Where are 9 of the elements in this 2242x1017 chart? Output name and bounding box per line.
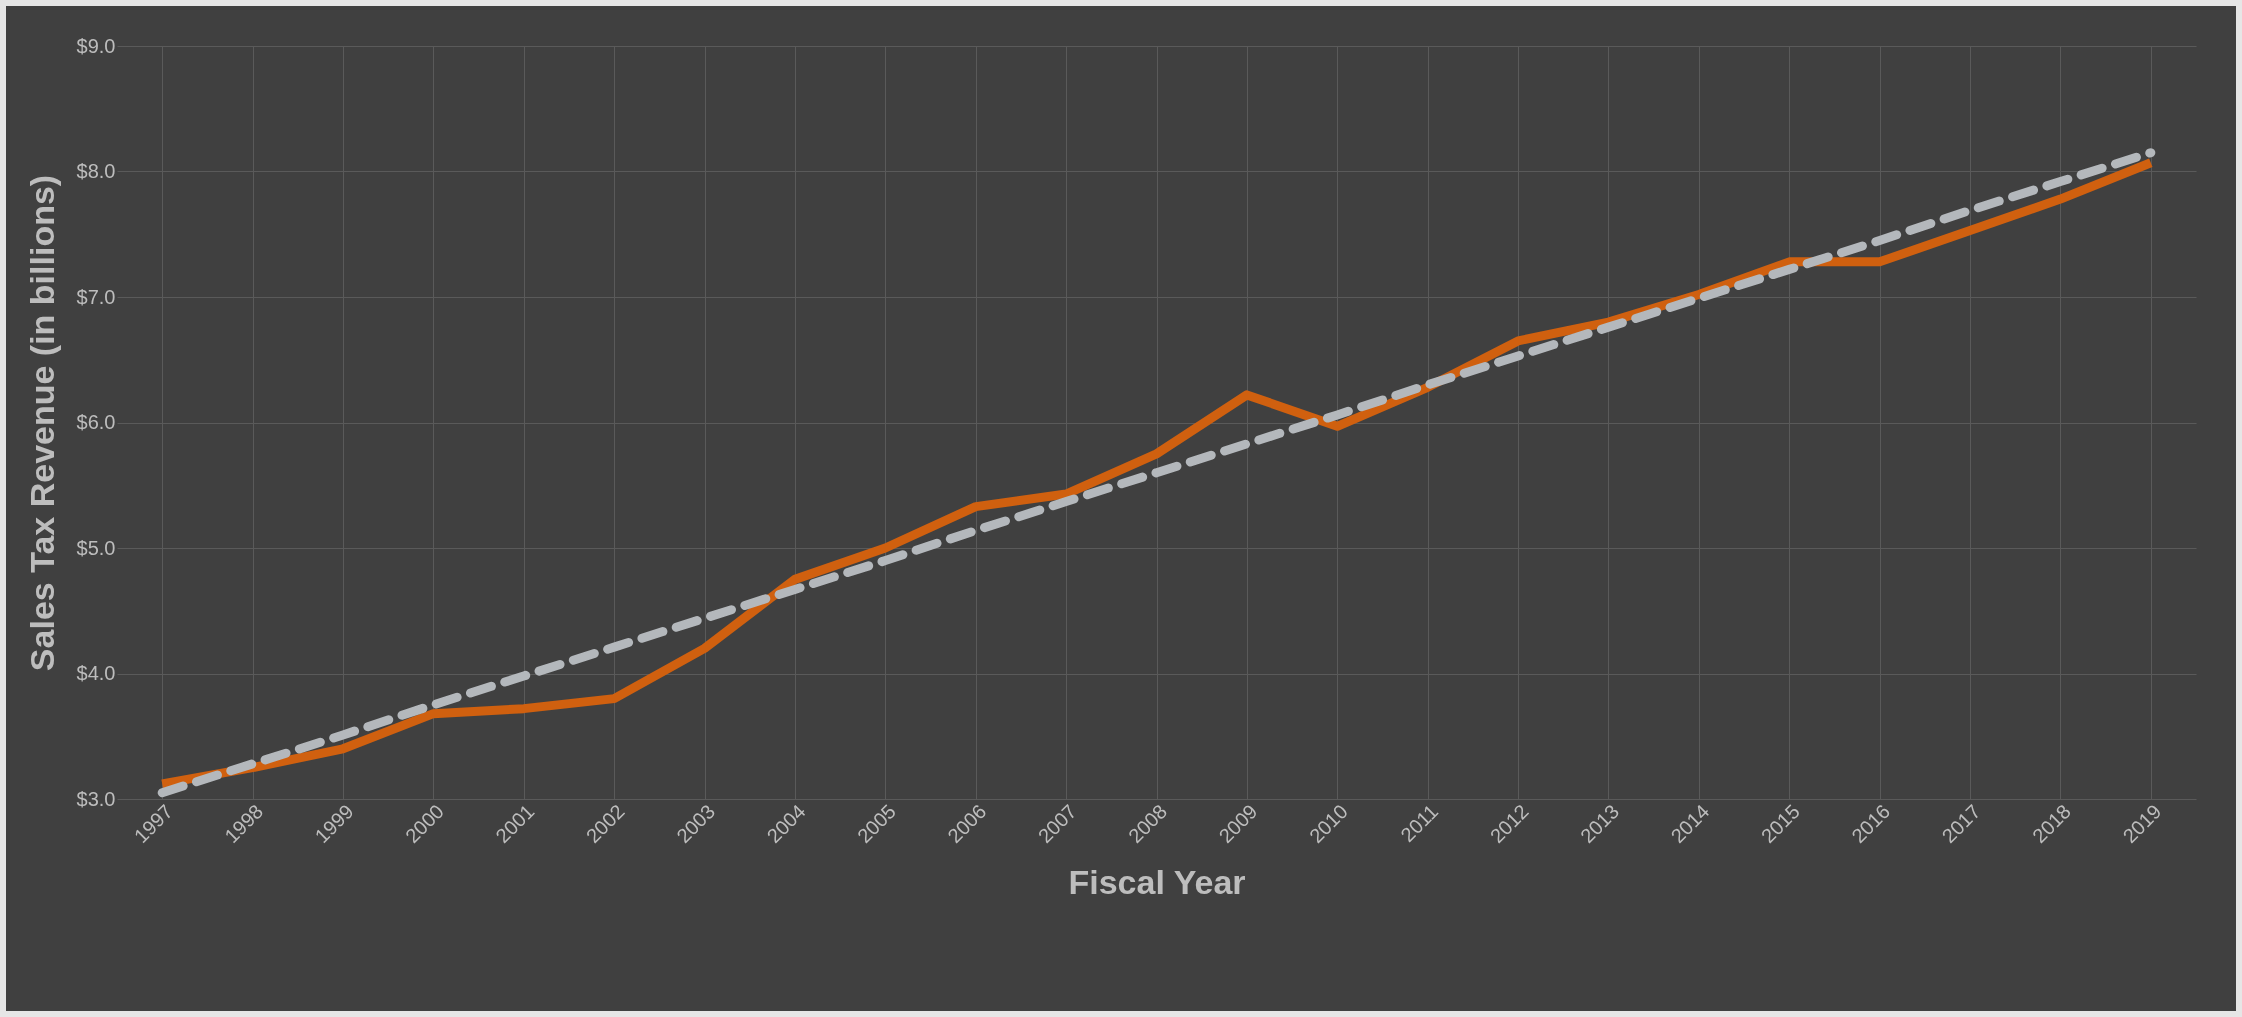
y-axis-title: Sales Tax Revenue (in billions) [22,174,61,672]
y-tick-label: $6.0 [76,411,116,433]
y-tick-label: $9.0 [76,34,116,57]
y-tick-label: $7.0 [76,285,116,308]
y-tick-label: $4.0 [76,662,116,684]
y-tick-label: $3.0 [76,787,116,810]
y-tick-label: $8.0 [76,160,116,182]
y-tick-label: $5.0 [76,536,116,559]
x-axis-title: Fiscal Year [1068,863,1246,902]
